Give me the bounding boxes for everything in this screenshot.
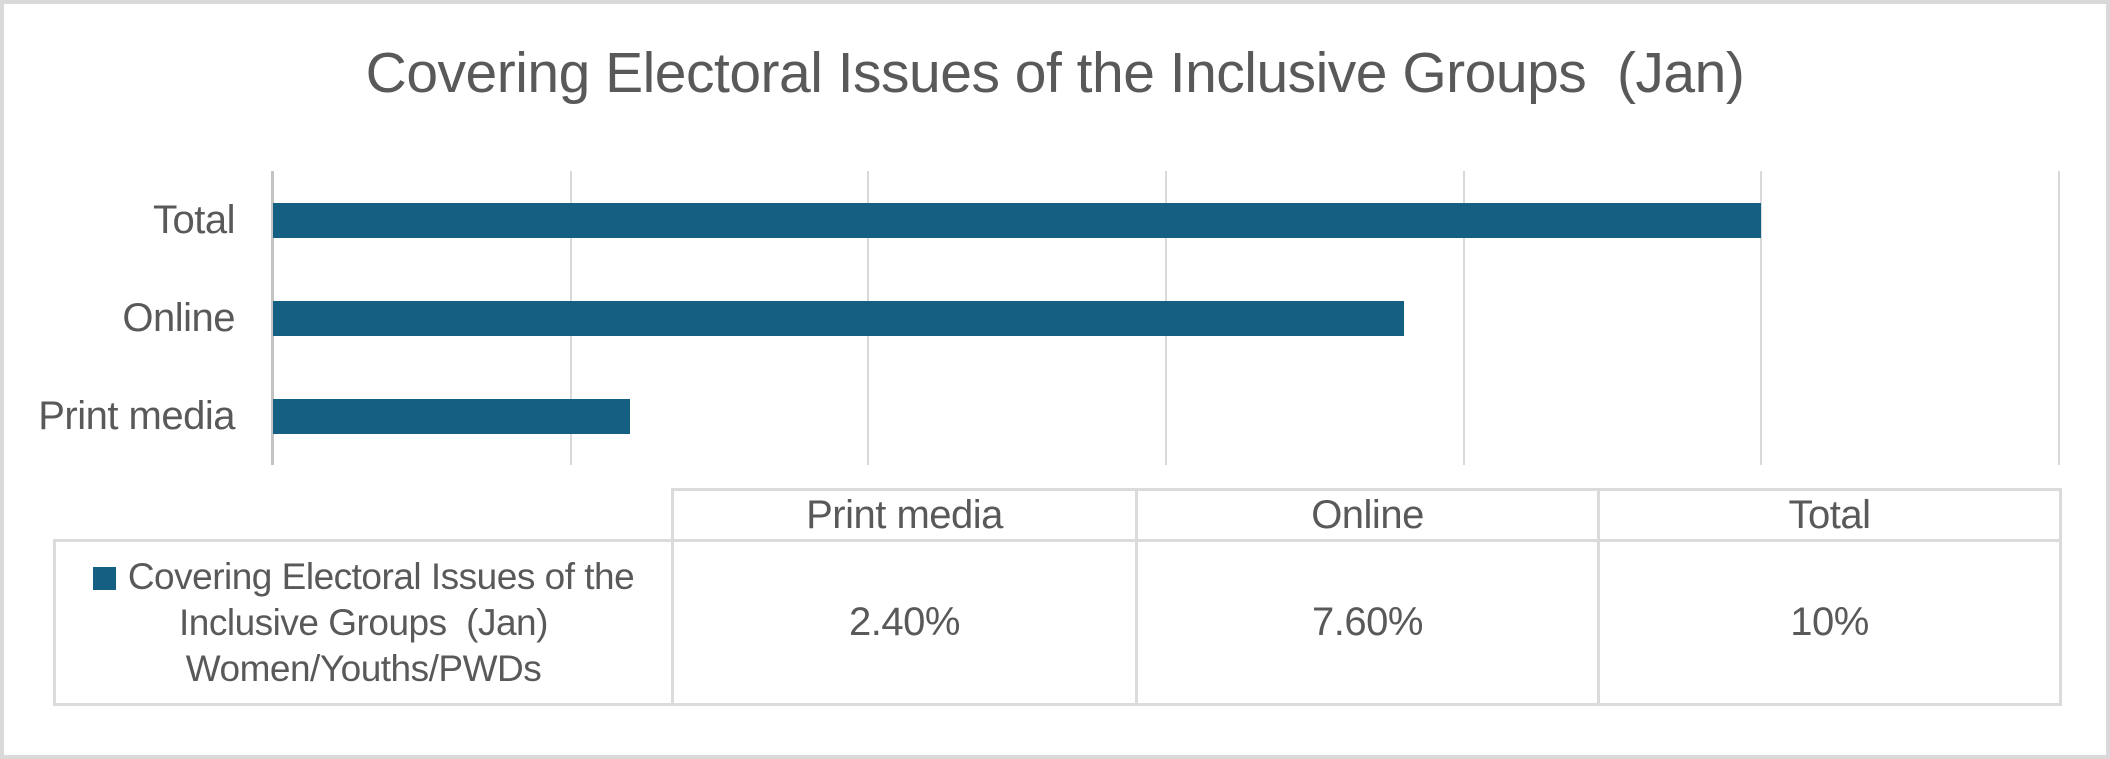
data-table-header-total: Total (1597, 488, 2062, 542)
category-label-total: Total (153, 197, 236, 242)
category-axis-line (271, 171, 274, 465)
value-cell-online: 7.60% (1135, 539, 1600, 706)
category-label-online: Online (122, 295, 235, 340)
series-name-line-2: Inclusive Groups (Jan) (179, 601, 548, 643)
bar-online (273, 300, 1405, 336)
chart-title: Covering Electoral Issues of the Inclusi… (365, 41, 1745, 105)
series-name-line-1: Covering Electoral Issues of the (127, 555, 635, 597)
bar-print-media (273, 398, 631, 434)
series-legend-key-swatch (92, 566, 116, 590)
series-legend-cell: Covering Electoral Issues of the Inclusi… (53, 539, 674, 706)
bar-total (273, 202, 1762, 238)
series-name-line-3: Women/Youths/PWDs (185, 647, 542, 689)
value-gridline-8pct (1462, 171, 1465, 465)
value-gridline-10pct (1760, 171, 1763, 465)
category-axis-labels: Total Online Print media (0, 171, 235, 465)
data-table-value-row: Covering Electoral Issues of the Inclusi… (53, 539, 2062, 706)
data-table-header-row: Print media Online Total (55, 488, 2062, 542)
series-name-line-1-wrap: Covering Electoral Issues of the (56, 554, 671, 600)
data-table-corner-blank (55, 490, 673, 541)
plot-area (273, 171, 2060, 465)
value-cell-print-media: 2.40% (671, 539, 1138, 706)
value-gridline-12pct (2058, 171, 2060, 465)
category-label-print-media: Print media (38, 393, 235, 438)
data-table-header-online: Online (1135, 488, 1600, 542)
value-cell-total: 10% (1597, 539, 2062, 706)
chart-data-table: Print media Online Total Covering Electo… (53, 488, 2062, 706)
data-table-header-print-media: Print media (671, 488, 1138, 542)
